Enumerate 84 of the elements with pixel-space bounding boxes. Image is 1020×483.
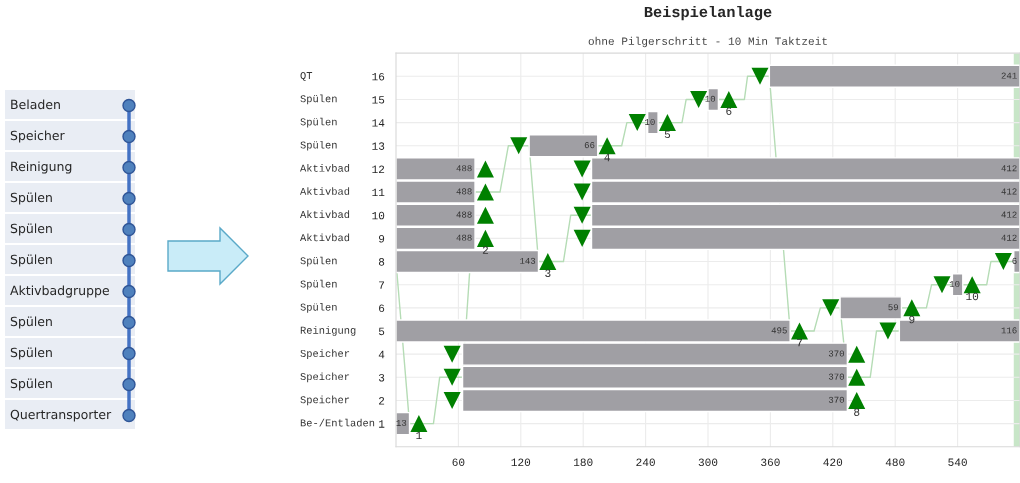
y-tick-label: 7 xyxy=(379,281,385,289)
text: Aktivbad xyxy=(300,164,350,172)
y-tick-label: 11 xyxy=(372,188,385,197)
data-label: 241 xyxy=(1001,72,1017,79)
text: Reinigung xyxy=(300,326,356,336)
data-label: 6 xyxy=(1012,257,1017,264)
y-tick-label: 10 xyxy=(372,211,385,220)
y-tick-label: 13 xyxy=(372,142,385,150)
data-label: 66 xyxy=(584,142,595,149)
data-label: 13 xyxy=(396,419,407,427)
text: Spülen xyxy=(300,140,337,151)
data-label: 370 xyxy=(828,373,845,380)
data-label: 412 xyxy=(1001,165,1017,172)
bar xyxy=(768,64,1020,88)
text: Spülen xyxy=(10,378,52,391)
annotation: 143 xyxy=(520,257,536,264)
data-label: 370 xyxy=(828,396,845,403)
y-tick-label: 4 xyxy=(378,350,385,359)
text: Aktivbad xyxy=(300,210,350,219)
chart-subtitle: ohne Pilgerschritt - 10 Min Taktzeit xyxy=(588,36,827,48)
x-tick-label: 480 xyxy=(885,458,905,467)
x-tick-label: 300 xyxy=(698,458,718,467)
y-tick-label: 8 xyxy=(378,258,385,266)
y-tick-label: 12 xyxy=(372,165,385,173)
annotation: 10 xyxy=(966,292,979,301)
text: Spülen xyxy=(10,316,52,329)
data-label: 412 xyxy=(1001,188,1017,195)
text: Speicher xyxy=(300,395,350,406)
annotation: 4 xyxy=(604,153,610,162)
data-label: 116 xyxy=(1001,327,1017,334)
y-tick-label: 6 xyxy=(379,304,385,312)
text: Aktivbad xyxy=(300,187,350,195)
text: Speicher xyxy=(10,130,65,143)
annotation: 495 xyxy=(771,327,787,334)
annotation: 6 xyxy=(726,107,732,115)
annotation: 3 xyxy=(545,269,551,278)
y-tick-label: 2 xyxy=(379,397,385,405)
data-label: 412 xyxy=(1001,234,1017,241)
text: Aktivbad xyxy=(300,233,350,242)
annotation: 8 xyxy=(854,408,860,416)
annotation: 488 xyxy=(456,188,472,195)
text: QT xyxy=(300,72,313,81)
text: Spülen xyxy=(300,302,337,313)
y-tick-label: 1 xyxy=(379,420,385,428)
annotation: 488 xyxy=(456,211,472,218)
data-label: 370 xyxy=(828,350,845,357)
x-tick-label: 60 xyxy=(452,458,465,467)
y-tick-label: 9 xyxy=(378,234,385,243)
text: Spülen xyxy=(300,256,337,267)
chart-title: Beispielanlage xyxy=(644,5,772,21)
y-tick-label: 3 xyxy=(378,373,385,382)
text: Spülen xyxy=(10,223,52,236)
text: Spülen xyxy=(300,94,337,105)
text: Be-/Entladen xyxy=(300,418,375,427)
data-label: 412 xyxy=(1001,211,1017,218)
x-tick-label: 540 xyxy=(948,458,967,467)
x-tick-label: 420 xyxy=(823,458,843,467)
x-tick-label: 180 xyxy=(574,458,593,467)
annotation: 488 xyxy=(456,165,472,172)
x-tick-label: 240 xyxy=(636,458,655,467)
y-tick-label: 14 xyxy=(372,119,385,127)
text: Aktivbadgruppe xyxy=(10,285,109,298)
annotation: 7 xyxy=(797,339,802,347)
y-tick-label: 16 xyxy=(372,72,385,81)
x-tick-label: 360 xyxy=(761,458,780,467)
annotation: 5 xyxy=(664,130,671,139)
x-tick-label: 120 xyxy=(511,458,531,467)
text: Reinigung xyxy=(11,161,72,174)
text: Spülen xyxy=(300,117,337,128)
text: Beladen xyxy=(11,99,60,110)
annotation: 488 xyxy=(456,234,472,241)
text: Quertransporter xyxy=(10,409,112,422)
text: Spülen xyxy=(10,254,52,267)
annotation: 9 xyxy=(909,315,915,324)
text: Spülen xyxy=(300,279,337,290)
y-tick-label: 15 xyxy=(372,96,385,104)
text: Spülen xyxy=(10,347,52,360)
annotation: 2 xyxy=(482,246,488,254)
text: Speicher xyxy=(300,349,350,360)
text: Speicher xyxy=(300,372,350,383)
text: Spülen xyxy=(10,192,52,205)
data-label: 59 xyxy=(888,304,899,311)
y-tick-label: 5 xyxy=(378,327,385,336)
annotation: 1 xyxy=(416,431,422,439)
